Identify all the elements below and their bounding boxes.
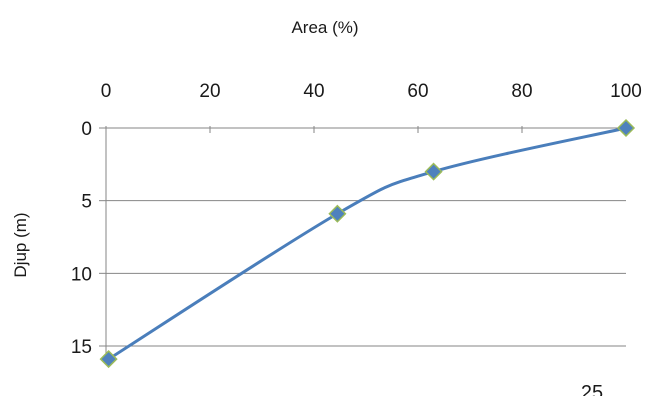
x-tick-label: 40 <box>303 81 324 102</box>
labels: Area (%) Djup (m) 25 0 5 10 15 0 20 40 60 80 100 <box>11 18 642 401</box>
data-point-marker <box>424 162 443 181</box>
page-number: 25 <box>581 382 603 396</box>
data-point-marker <box>328 204 347 223</box>
x-tick-label: 60 <box>407 81 428 102</box>
y-tick-label: 15 <box>71 337 92 358</box>
y-tick-label: 5 <box>81 192 92 213</box>
y-axis-title: Djup (m) <box>11 212 30 277</box>
y-tick-label: 10 <box>71 264 92 285</box>
y-tick-label: 0 <box>81 119 92 140</box>
axes <box>99 126 627 361</box>
x-axis-title: Area (%) <box>291 18 358 37</box>
x-tick-label: 0 <box>101 81 112 102</box>
data-point-marker <box>99 350 118 369</box>
x-tick-label: 20 <box>199 81 220 102</box>
gridlines <box>106 200 626 347</box>
series <box>99 118 636 369</box>
x-tick-label: 80 <box>511 81 532 102</box>
x-tick-label: 100 <box>610 81 642 102</box>
data-point-marker <box>616 118 636 138</box>
series-line <box>107 126 628 361</box>
